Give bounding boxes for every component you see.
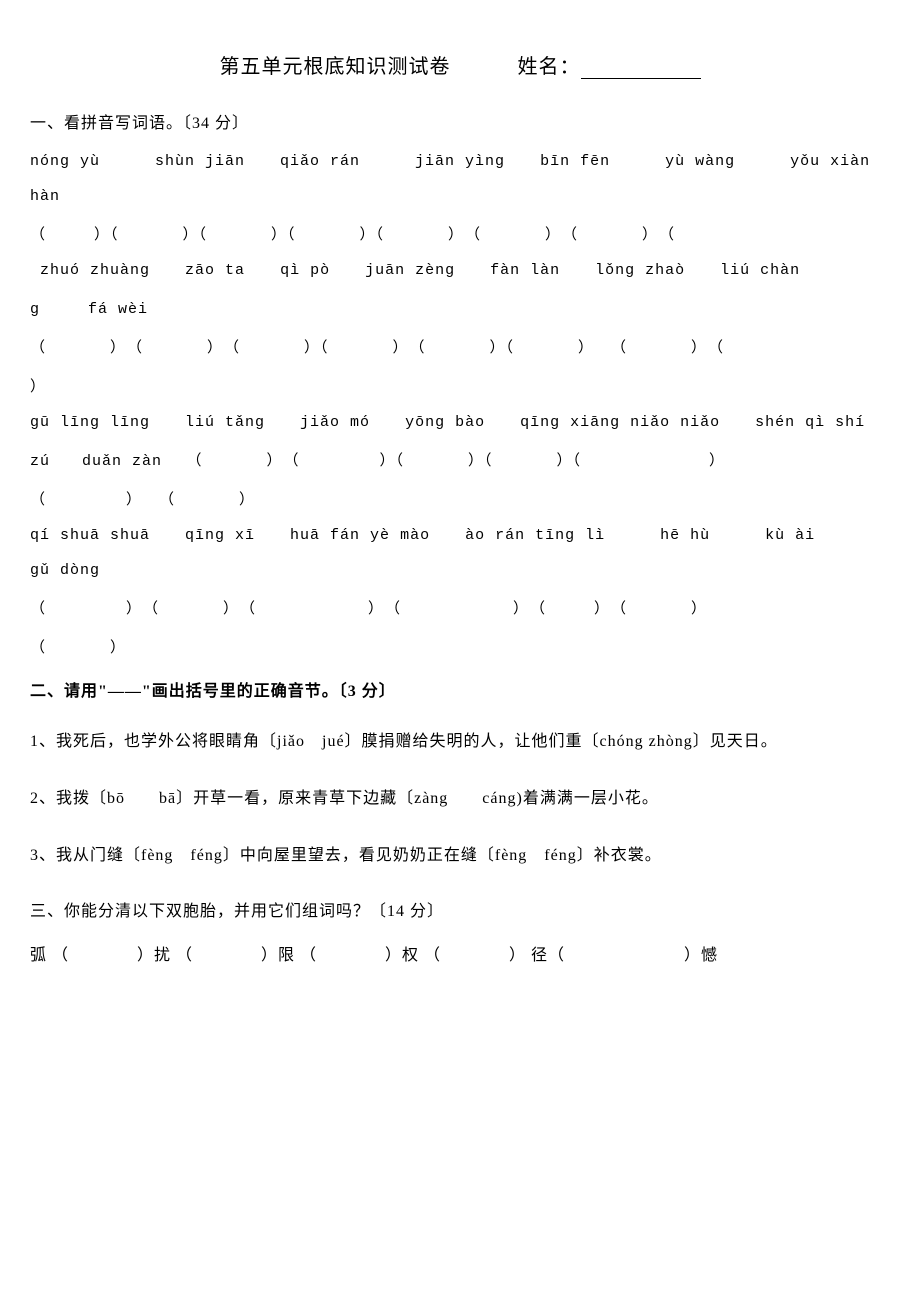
- pinyin-word: jiǎo mó: [300, 414, 370, 431]
- pinyin-row-3: gū līng līng liú tǎng jiǎo mó yōng bào qīng …: [30, 414, 890, 431]
- question-1: 1、我死后，也学外公将眼睛角〔jiǎo jué〕膜捐赠给失明的人，让他们重〔ch…: [30, 726, 890, 758]
- paren-row-2[interactable]: （ ） （ ） （ ）（ ） （ ）（ ） （ ） （: [30, 336, 890, 357]
- pinyin-word: yù wàng: [665, 153, 735, 170]
- pinyin-word: qīng xī: [185, 527, 255, 544]
- pinyin-word: ào rán tīng lì: [465, 527, 605, 544]
- pinyin-row-1-tail: hàn: [30, 188, 890, 205]
- paren-row-3b[interactable]: （ ） （ ）: [30, 488, 890, 509]
- pinyin-word: bīn fēn: [540, 153, 610, 170]
- pinyin-word: liú tǎng: [185, 414, 265, 431]
- section3-heading: 三、你能分清以下双胞胎，并用它们组词吗？〔14 分〕: [30, 897, 890, 921]
- pinyin-word: kù ài: [765, 527, 815, 544]
- pinyin-row-3-line2[interactable]: zú duǎn zàn （ ） （ ）（ ）（ ）（ ）: [30, 449, 890, 470]
- page-title: 第五单元根底知识测试卷 姓名：: [30, 50, 890, 79]
- pinyin-word: zāo ta: [185, 262, 245, 279]
- pinyin-row-2-tail: g fá wèi: [30, 297, 890, 318]
- pinyin-row-4: qí shuā shuā qīng xī huā fán yè mào ào rán …: [30, 527, 890, 544]
- pinyin-word: qiǎo rán: [280, 153, 360, 170]
- pinyin-word: shén qì shí: [755, 414, 865, 431]
- pinyin-word: lǒng zhaò: [595, 262, 685, 279]
- question-3: 3、我从门缝〔fèng féng〕中向屋里望去，看见奶奶正在缝〔fèng fén…: [30, 840, 890, 872]
- paren-row-4b[interactable]: （ ）: [30, 636, 890, 657]
- name-label: 姓名：: [518, 56, 581, 78]
- question-2: 2、我拨〔bō bā〕开草一看，原来青草下边藏〔zàng cáng)着满满一层小…: [30, 783, 890, 815]
- title-text: 第五单元根底知识测试卷: [220, 56, 451, 78]
- pinyin-word: juān zèng: [365, 262, 455, 279]
- pinyin-word: gū līng līng: [30, 414, 150, 431]
- pinyin-word: hē hù: [660, 527, 710, 544]
- pinyin-word: fàn làn: [490, 262, 560, 279]
- char-pairs[interactable]: 弧 （ ）扰 （ ）限 （ ）权 （ ） 径（ ）憾: [30, 941, 890, 965]
- pinyin-word: liú chàn: [720, 262, 800, 279]
- pinyin-row-1: nóng yù shùn jiān qiǎo rán jiān yìng bīn fēn…: [30, 153, 890, 170]
- pinyin-word: qì pò: [280, 262, 330, 279]
- pinyin-row-4-tail: gǔ dòng: [30, 562, 890, 579]
- pinyin-row-2: zhuó zhuàng zāo ta qì pò juān zèng fàn làn lǒ…: [30, 262, 890, 279]
- pinyin-word: zhuó zhuàng: [40, 262, 150, 279]
- pinyin-word: qí shuā shuā: [30, 527, 150, 544]
- pinyin-word: yǒu xiàn: [790, 153, 870, 170]
- pinyin-word: huā fán yè mào: [290, 527, 430, 544]
- name-blank[interactable]: [581, 59, 701, 79]
- paren-row-1[interactable]: （ ）（ ）（ ）（ ）（ ） （ ） （ ） （: [30, 223, 890, 244]
- pinyin-word: shùn jiān: [155, 153, 245, 170]
- section2-heading: 二、请用"——"画出括号里的正确音节。〔3 分〕: [30, 677, 890, 701]
- paren-row-2b[interactable]: ）: [30, 375, 890, 396]
- paren-row-4[interactable]: （ ） （ ） （ ） （ ） （ ） （ ）: [30, 597, 890, 618]
- section1-heading: 一、看拼音写词语。〔34 分〕: [30, 109, 890, 133]
- pinyin-word: nóng yù: [30, 153, 100, 170]
- pinyin-word: yōng bào: [405, 414, 485, 431]
- pinyin-word: qīng xiāng niǎo niǎo: [520, 414, 720, 431]
- pinyin-word: jiān yìng: [415, 153, 505, 170]
